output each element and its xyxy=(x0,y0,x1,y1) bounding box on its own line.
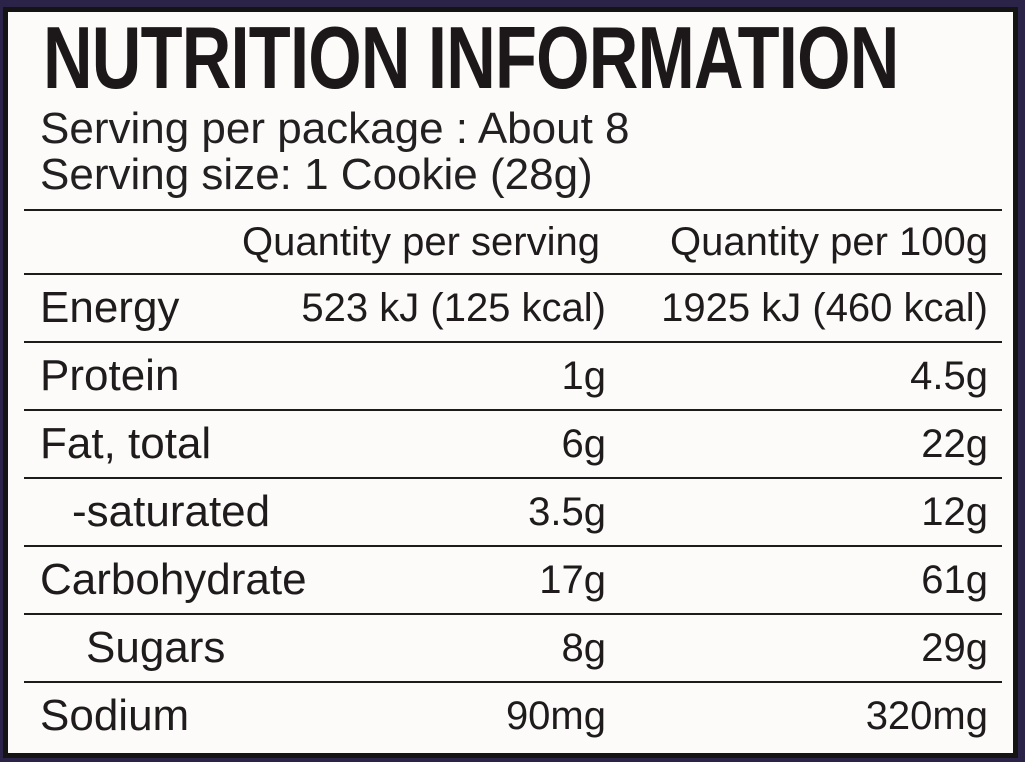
nutrient-row: Energy 523 kJ (125 kcal) 1925 kJ (460 kcal… xyxy=(24,275,1002,343)
nutrient-name: Sodium xyxy=(40,691,190,740)
value-per-100g: 22g xyxy=(921,421,988,466)
nutrient-row: Sodium 90mg 320mg xyxy=(24,683,1002,749)
value-per-serving: 8g xyxy=(561,625,607,670)
serving-size: Serving size: 1 Cookie (28g) xyxy=(40,150,593,199)
value-per-100g: 320mg xyxy=(865,693,988,738)
value-per-100g: 4.5g xyxy=(910,353,988,398)
nutrient-name: Carbohydrate xyxy=(40,555,307,604)
nutrient-row: Protein 1g 4.5g xyxy=(24,343,1002,411)
value-per-serving: 1g xyxy=(561,353,607,398)
label-title: NUTRITION INFORMATION xyxy=(43,8,899,107)
nutrient-name: Energy xyxy=(40,283,180,332)
value-per-serving: 17g xyxy=(539,557,606,602)
table-header-row: Quantity per serving Quantity per 100g xyxy=(24,209,1002,275)
value-per-100g: 29g xyxy=(921,625,988,670)
nutrient-name: Fat, total xyxy=(40,419,212,468)
nutrient-name: -saturated xyxy=(72,487,271,536)
value-per-serving: 6g xyxy=(561,421,607,466)
col-header-quantity-per-serving: Quantity per serving xyxy=(242,219,600,264)
col-header-quantity-per-100g: Quantity per 100g xyxy=(670,219,988,264)
table-body: Energy 523 kJ (125 kcal) 1925 kJ (460 kcal… xyxy=(24,275,1002,749)
nutrient-row: Carbohydrate 17g 61g xyxy=(24,547,1002,615)
nutrient-name: Protein xyxy=(40,351,180,400)
value-per-100g: 12g xyxy=(921,489,988,534)
nutrition-table: Quantity per serving Quantity per 100g E… xyxy=(24,209,1002,749)
value-per-serving: 523 kJ (125 kcal) xyxy=(301,285,606,330)
value-per-100g: 61g xyxy=(921,557,988,602)
nutrient-name: Sugars xyxy=(86,623,226,672)
serving-info: Serving per package : About 8 Serving si… xyxy=(40,106,630,198)
value-per-serving: 90mg xyxy=(505,693,606,738)
nutrient-row: -saturated 3.5g 12g xyxy=(24,479,1002,547)
value-per-serving: 3.5g xyxy=(528,489,606,534)
nutrient-row: Sugars 8g 29g xyxy=(24,615,1002,683)
nutrient-row: Fat, total 6g 22g xyxy=(24,411,1002,479)
value-per-100g: 1925 kJ (460 kcal) xyxy=(661,285,988,330)
serving-per-package: Serving per package : About 8 xyxy=(40,104,630,153)
nutrition-label-panel: NUTRITION INFORMATION Serving per packag… xyxy=(3,7,1018,758)
